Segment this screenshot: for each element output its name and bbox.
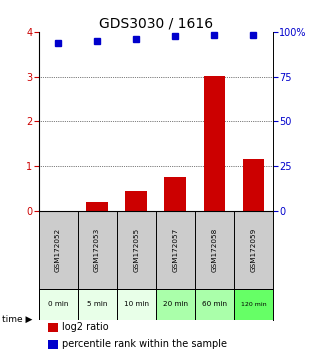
Text: 20 min: 20 min — [163, 301, 188, 307]
Text: time ▶: time ▶ — [2, 315, 32, 324]
Bar — [195, 289, 234, 320]
Text: GSM172058: GSM172058 — [211, 228, 217, 272]
Text: 0 min: 0 min — [48, 301, 68, 307]
Text: GSM172055: GSM172055 — [133, 228, 139, 272]
Bar — [78, 289, 117, 320]
Text: percentile rank within the sample: percentile rank within the sample — [62, 339, 227, 349]
Bar — [234, 289, 273, 320]
Bar — [39, 289, 78, 320]
Text: log2 ratio: log2 ratio — [62, 322, 108, 332]
Bar — [48, 340, 58, 349]
Bar — [117, 289, 156, 320]
Bar — [243, 159, 264, 211]
Text: GSM172059: GSM172059 — [250, 228, 256, 272]
Bar — [126, 190, 147, 211]
Text: GSM172053: GSM172053 — [94, 228, 100, 272]
Text: 10 min: 10 min — [124, 301, 149, 307]
Text: GSM172052: GSM172052 — [55, 228, 61, 272]
Title: GDS3030 / 1616: GDS3030 / 1616 — [99, 17, 213, 31]
Text: 120 min: 120 min — [240, 302, 266, 307]
Bar — [86, 202, 108, 211]
Text: 5 min: 5 min — [87, 301, 107, 307]
Text: GSM172057: GSM172057 — [172, 228, 178, 272]
Bar — [48, 323, 58, 332]
Bar — [164, 177, 186, 211]
Bar — [156, 289, 195, 320]
Bar — [204, 76, 225, 211]
Text: 60 min: 60 min — [202, 301, 227, 307]
